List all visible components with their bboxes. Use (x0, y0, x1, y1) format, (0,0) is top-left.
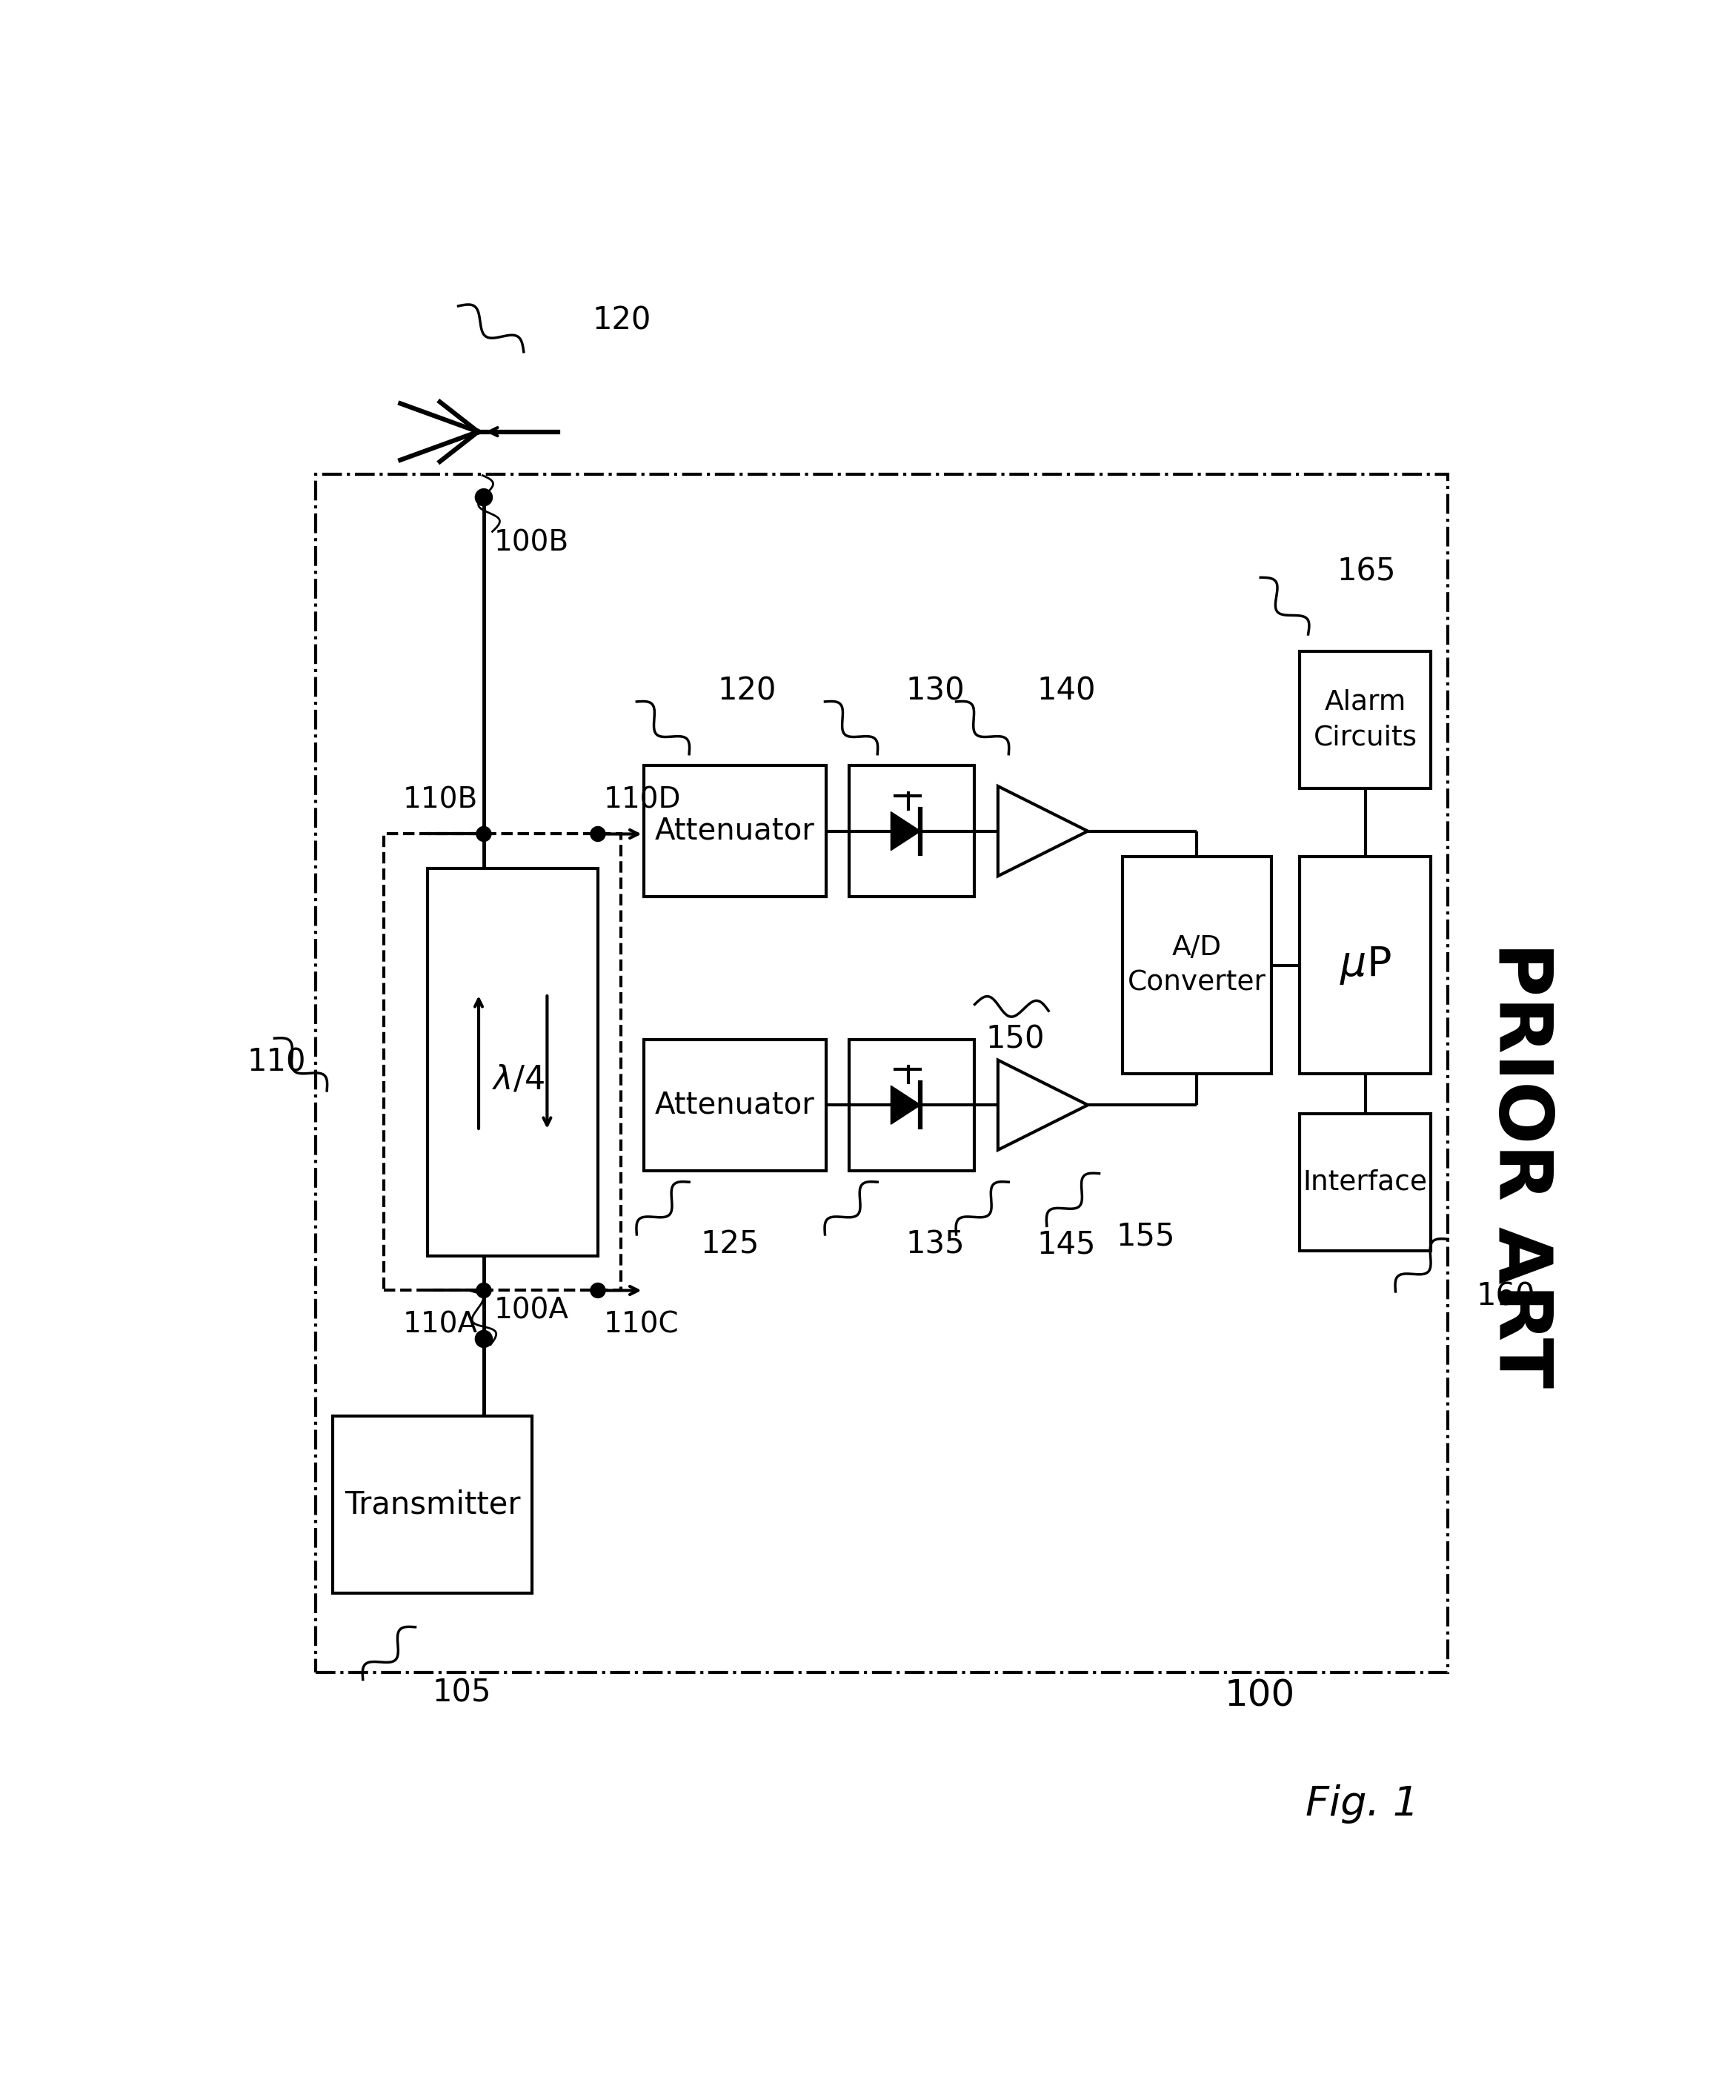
Circle shape (590, 827, 606, 842)
Circle shape (590, 1283, 606, 1298)
Text: Attenuator: Attenuator (654, 817, 814, 846)
Text: Transmitter: Transmitter (344, 1489, 521, 1520)
Circle shape (476, 827, 491, 842)
Bar (644, 767, 826, 897)
Text: 125: 125 (701, 1228, 759, 1260)
Text: Fig. 1: Fig. 1 (1305, 1785, 1418, 1823)
Circle shape (476, 489, 493, 506)
Polygon shape (891, 813, 920, 850)
Text: Alarm
Circuits: Alarm Circuits (1314, 689, 1417, 750)
Text: 145: 145 (1036, 1228, 1095, 1260)
Text: Interface: Interface (1304, 1170, 1427, 1195)
Text: PRIOR ART: PRIOR ART (1483, 943, 1555, 1388)
Text: 110D: 110D (604, 785, 681, 815)
Bar (1300, 1113, 1430, 1250)
Text: $\mu$P: $\mu$P (1340, 945, 1391, 987)
Text: 110: 110 (247, 1046, 306, 1077)
Circle shape (476, 1331, 493, 1348)
Bar (427, 867, 597, 1256)
Bar (333, 1415, 533, 1592)
Text: 120: 120 (592, 304, 651, 336)
Circle shape (476, 1283, 491, 1298)
Text: 155: 155 (1116, 1220, 1175, 1252)
Bar (316, 475, 1448, 1674)
Text: 100A: 100A (495, 1296, 569, 1325)
Bar (1300, 651, 1430, 788)
Text: 130: 130 (906, 676, 965, 708)
Text: 110C: 110C (604, 1310, 679, 1340)
Polygon shape (998, 1060, 1088, 1151)
Text: Attenuator: Attenuator (654, 1090, 814, 1119)
Text: 100B: 100B (495, 529, 569, 556)
Bar (849, 1040, 974, 1170)
Text: 110A: 110A (403, 1310, 477, 1340)
Text: 160: 160 (1477, 1281, 1535, 1312)
Polygon shape (891, 1086, 920, 1124)
Polygon shape (998, 785, 1088, 876)
Text: 105: 105 (432, 1678, 491, 1707)
Text: 140: 140 (1036, 676, 1095, 708)
Bar (849, 767, 974, 897)
Text: $\lambda$/4: $\lambda$/4 (493, 1063, 545, 1096)
Text: 110B: 110B (403, 785, 477, 815)
Text: 100: 100 (1224, 1678, 1295, 1714)
Text: 165: 165 (1337, 556, 1396, 588)
Bar (1300, 857, 1430, 1073)
Bar (644, 1040, 826, 1170)
Bar (1123, 857, 1271, 1073)
Text: 150: 150 (986, 1025, 1045, 1054)
Text: A/D
Converter: A/D Converter (1128, 935, 1266, 995)
Bar (384, 834, 621, 1289)
Text: 135: 135 (906, 1228, 965, 1260)
Text: 120: 120 (717, 676, 776, 708)
